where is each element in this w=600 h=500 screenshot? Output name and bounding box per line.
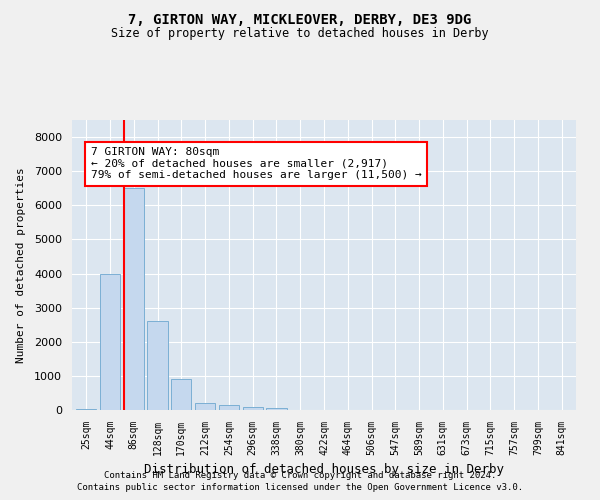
Bar [195, 403, 215, 410]
Bar [124, 188, 144, 410]
Y-axis label: Number of detached properties: Number of detached properties [16, 167, 26, 363]
Text: Size of property relative to detached houses in Derby: Size of property relative to detached ho… [111, 28, 489, 40]
Text: 7, GIRTON WAY, MICKLEOVER, DERBY, DE3 9DG: 7, GIRTON WAY, MICKLEOVER, DERBY, DE3 9D… [128, 12, 472, 26]
Text: Contains HM Land Registry data © Crown copyright and database right 2024.: Contains HM Land Registry data © Crown c… [104, 471, 496, 480]
Bar [100, 274, 120, 410]
Bar [148, 322, 167, 410]
X-axis label: Distribution of detached houses by size in Derby: Distribution of detached houses by size … [144, 464, 504, 476]
Bar [219, 405, 239, 410]
Bar [171, 380, 191, 410]
Text: Contains public sector information licensed under the Open Government Licence v3: Contains public sector information licen… [77, 484, 523, 492]
Text: 7 GIRTON WAY: 80sqm
← 20% of detached houses are smaller (2,917)
79% of semi-det: 7 GIRTON WAY: 80sqm ← 20% of detached ho… [91, 148, 421, 180]
Bar [242, 406, 263, 410]
Bar [266, 408, 287, 410]
